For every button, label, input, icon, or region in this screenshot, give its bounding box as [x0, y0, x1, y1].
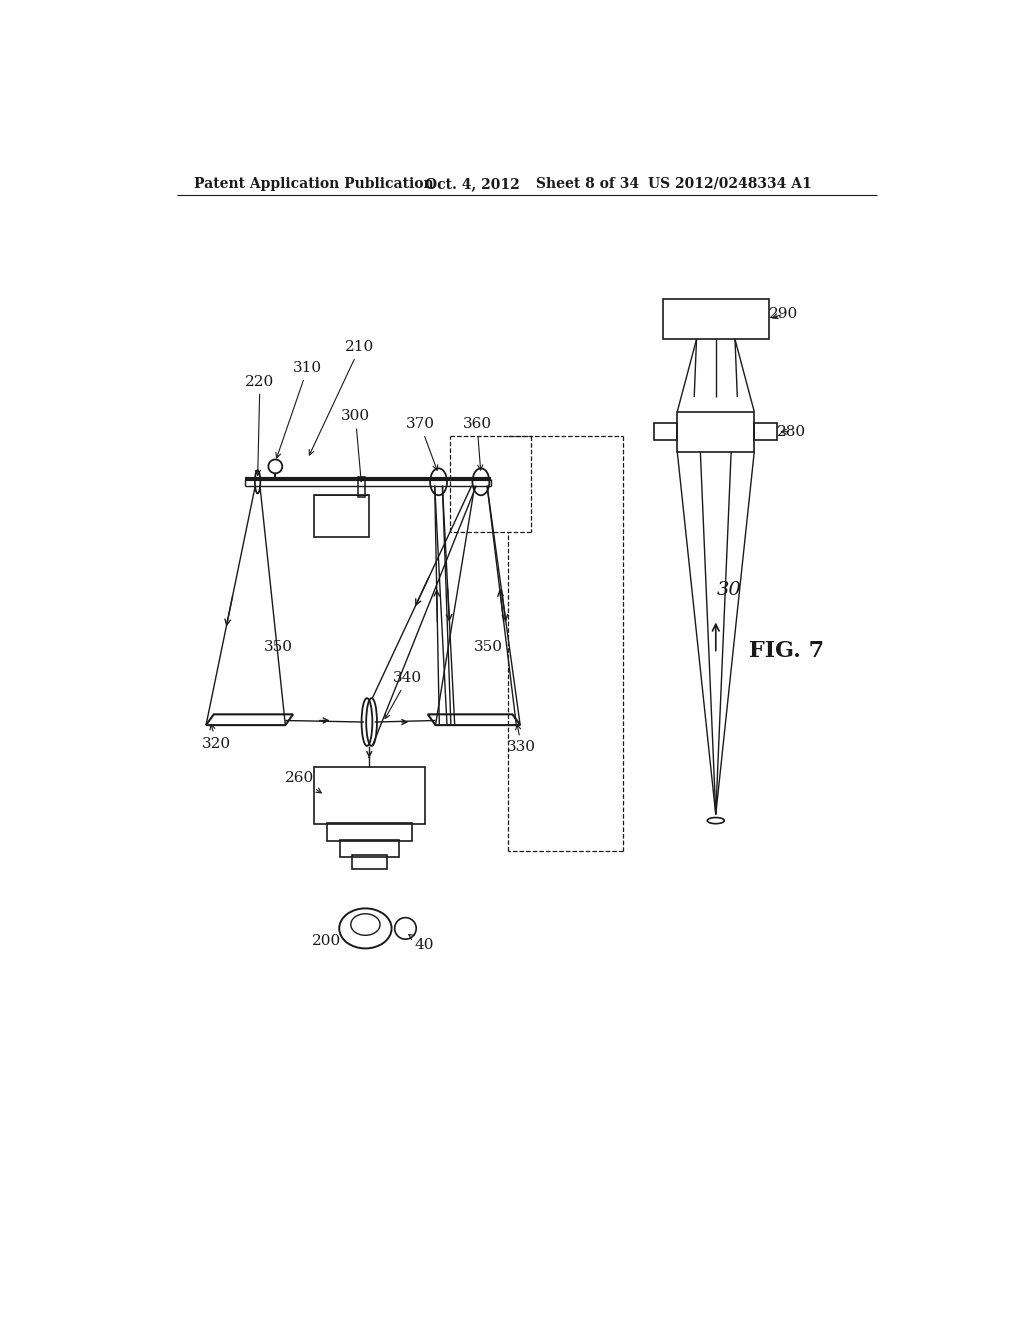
Text: 30: 30	[717, 581, 742, 598]
Text: Oct. 4, 2012: Oct. 4, 2012	[425, 177, 519, 191]
Bar	[351, 855, 387, 869]
Text: 320: 320	[202, 725, 231, 751]
Text: 350: 350	[264, 640, 293, 655]
Text: 210: 210	[309, 341, 375, 455]
Text: FIG. 7: FIG. 7	[749, 640, 824, 663]
Text: 290: 290	[769, 308, 798, 321]
Text: 310: 310	[275, 360, 323, 458]
Text: Patent Application Publication: Patent Application Publication	[194, 177, 433, 191]
Text: 360: 360	[463, 417, 492, 470]
Text: 280: 280	[776, 425, 806, 438]
Text: Sheet 8 of 34: Sheet 8 of 34	[536, 177, 639, 191]
Text: 350: 350	[474, 640, 503, 655]
Bar	[340, 840, 398, 857]
Text: 370: 370	[406, 417, 438, 470]
Text: 330: 330	[507, 725, 537, 755]
Text: 340: 340	[385, 671, 422, 718]
Text: 260: 260	[286, 771, 322, 793]
Bar	[663, 300, 769, 339]
Text: 40: 40	[409, 935, 434, 952]
Text: 220: 220	[246, 375, 274, 475]
Bar	[313, 495, 370, 537]
Bar	[677, 412, 755, 451]
Bar	[755, 424, 777, 441]
Bar	[327, 822, 412, 841]
Text: 300: 300	[341, 409, 370, 482]
Bar	[313, 767, 425, 825]
Text: 200: 200	[312, 935, 342, 949]
Text: US 2012/0248334 A1: US 2012/0248334 A1	[648, 177, 812, 191]
Bar	[654, 424, 677, 441]
